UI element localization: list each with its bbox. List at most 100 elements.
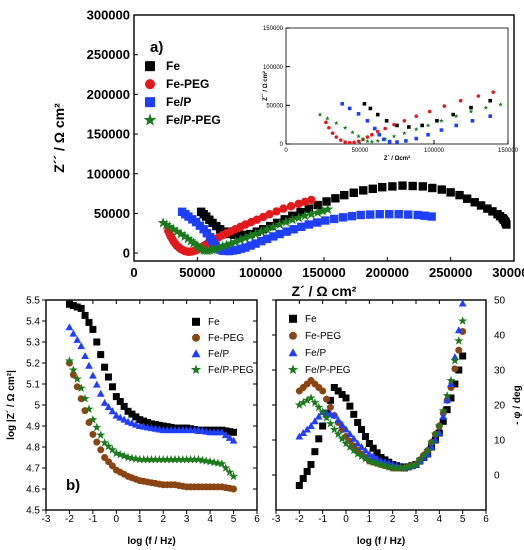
data-point bbox=[325, 116, 330, 121]
data-point bbox=[300, 197, 310, 207]
data-point bbox=[299, 428, 308, 436]
data-point bbox=[261, 223, 273, 234]
x-tick-label: 250000 bbox=[429, 265, 472, 280]
data-point bbox=[488, 98, 493, 103]
data-point bbox=[387, 139, 392, 144]
data-point bbox=[391, 133, 397, 139]
series-Fe/P-PEG bbox=[64, 356, 239, 481]
data-point bbox=[346, 402, 354, 410]
data-point bbox=[333, 429, 343, 438]
data-point bbox=[241, 243, 250, 252]
data-point bbox=[68, 365, 78, 374]
x-tick-label: 1 bbox=[137, 514, 143, 525]
data-point bbox=[246, 241, 255, 250]
data-point bbox=[341, 438, 351, 448]
data-point bbox=[353, 449, 363, 458]
data-point bbox=[217, 240, 229, 252]
data-point bbox=[259, 212, 268, 222]
data-point bbox=[310, 397, 320, 407]
data-point bbox=[282, 227, 291, 236]
data-point bbox=[347, 106, 352, 111]
data-point bbox=[498, 102, 503, 107]
data-point bbox=[439, 118, 444, 123]
x-tick-label: 5 bbox=[460, 514, 466, 525]
data-point bbox=[383, 126, 387, 131]
x-tick-label: 6 bbox=[254, 514, 260, 525]
data-point bbox=[415, 455, 425, 464]
data-point bbox=[394, 209, 403, 219]
data-point bbox=[259, 225, 268, 234]
data-point bbox=[104, 403, 113, 411]
data-point bbox=[340, 190, 349, 200]
data-point bbox=[230, 428, 238, 436]
data-point bbox=[350, 129, 355, 135]
data-point bbox=[319, 422, 327, 430]
data-point bbox=[69, 371, 77, 379]
data-point bbox=[447, 394, 455, 402]
data-point bbox=[385, 209, 394, 219]
data-point bbox=[356, 139, 361, 144]
y-tick-label: 5.5 bbox=[26, 296, 40, 307]
panel-a-inset: 0 50000 100000 150000 0 50000 100000 150000 Z´ /… bbox=[262, 26, 519, 162]
legend-marker bbox=[192, 333, 200, 342]
data-point bbox=[255, 225, 267, 237]
series-Fe/P bbox=[177, 207, 436, 256]
data-point bbox=[225, 467, 235, 477]
data-point bbox=[85, 361, 93, 369]
data-point bbox=[280, 216, 292, 227]
data-point bbox=[76, 383, 86, 393]
data-point bbox=[330, 384, 338, 391]
data-point bbox=[72, 374, 82, 383]
series-Fe/P-PEG bbox=[294, 316, 468, 472]
data-point bbox=[426, 132, 430, 137]
x-tick-label: -2 bbox=[295, 514, 304, 525]
legend-label: Fe/P bbox=[166, 95, 191, 109]
data-layer bbox=[157, 181, 511, 257]
panel-b-magnitude: -3 -2 -1 0 1 2 3 4 5 6 4.5 4.6 4.7 4.8 4.9 5 5.1 5.2 5.3 5.… bbox=[6, 296, 260, 548]
data-point bbox=[132, 413, 140, 421]
legend-label: Fe/P-PEG bbox=[166, 113, 221, 127]
y-tick-label: 200000 bbox=[87, 87, 130, 102]
data-point bbox=[342, 425, 350, 433]
data-point bbox=[392, 463, 402, 472]
data-point bbox=[225, 237, 237, 249]
data-point bbox=[140, 417, 148, 425]
data-point bbox=[269, 232, 278, 241]
data-point bbox=[315, 435, 323, 443]
data-point bbox=[338, 391, 346, 398]
data-point bbox=[420, 123, 424, 128]
plot-frame bbox=[45, 299, 258, 511]
data-point bbox=[361, 446, 370, 454]
data-point bbox=[93, 338, 101, 346]
data-point bbox=[438, 406, 448, 415]
legend-marker bbox=[143, 113, 157, 126]
data-point bbox=[372, 458, 382, 468]
data-point bbox=[234, 231, 244, 240]
data-point bbox=[419, 450, 429, 459]
data-point bbox=[384, 462, 394, 471]
data-point bbox=[439, 128, 444, 132]
data-point bbox=[303, 425, 311, 433]
data-point bbox=[230, 485, 238, 493]
data-point bbox=[403, 462, 413, 471]
data-point bbox=[250, 228, 261, 239]
x-tick-label: 3 bbox=[184, 514, 190, 525]
data-point bbox=[428, 183, 437, 193]
data-point bbox=[229, 236, 241, 247]
data-point bbox=[376, 459, 386, 469]
data-point bbox=[304, 204, 313, 213]
data-point bbox=[128, 410, 136, 418]
data-point bbox=[330, 411, 339, 419]
data-point bbox=[381, 137, 386, 142]
data-point bbox=[120, 415, 128, 423]
y-tick-label: 10 bbox=[494, 436, 506, 447]
data-point bbox=[157, 217, 169, 228]
data-point bbox=[312, 206, 324, 218]
data-point bbox=[368, 184, 377, 193]
data-point bbox=[73, 335, 82, 343]
data-point bbox=[353, 439, 362, 447]
x-tick-label: -1 bbox=[88, 514, 97, 525]
data-point bbox=[136, 416, 144, 424]
data-point bbox=[120, 402, 128, 410]
